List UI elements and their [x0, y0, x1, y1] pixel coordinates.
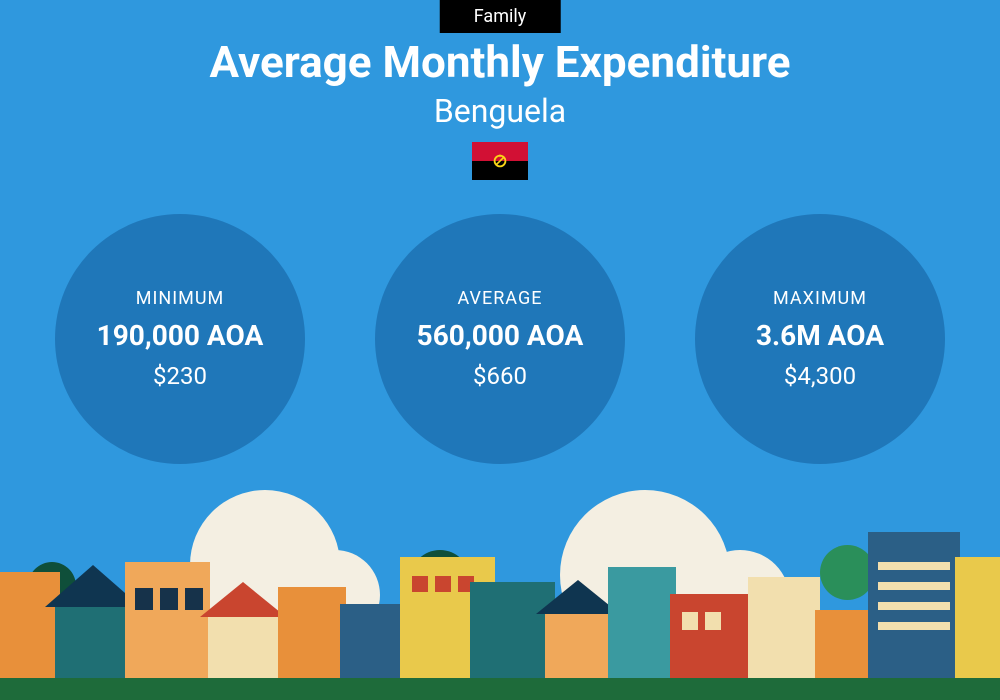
stat-primary: 3.6M AOA	[756, 319, 884, 352]
stat-circle-average: AVERAGE 560,000 AOA $660	[375, 214, 625, 464]
country-flag-angola	[472, 142, 528, 180]
building-icon	[55, 607, 130, 682]
ground	[0, 678, 1000, 700]
building-icon	[955, 557, 1000, 682]
tree-icon	[820, 545, 875, 600]
window-icon	[412, 576, 428, 592]
building-icon	[748, 577, 820, 682]
page-subtitle: Benguela	[0, 92, 1000, 130]
window-icon	[435, 576, 451, 592]
building-icon	[545, 614, 610, 682]
building-icon	[815, 610, 873, 682]
window-icon	[705, 612, 721, 630]
window-icon	[878, 622, 950, 630]
stat-secondary: $4,300	[784, 362, 856, 390]
category-badge: Family	[440, 0, 561, 33]
stat-secondary: $660	[473, 362, 527, 390]
stat-circle-maximum: MAXIMUM 3.6M AOA $4,300	[695, 214, 945, 464]
stat-circle-minimum: MINIMUM 190,000 AOA $230	[55, 214, 305, 464]
page-title: Average Monthly Expenditure	[0, 36, 1000, 88]
window-icon	[878, 562, 950, 570]
window-icon	[682, 612, 698, 630]
building-icon	[278, 587, 346, 682]
stat-circles-row: MINIMUM 190,000 AOA $230 AVERAGE 560,000…	[0, 214, 1000, 464]
roof-icon	[200, 582, 286, 617]
stat-label: MAXIMUM	[773, 288, 867, 309]
window-icon	[135, 588, 153, 610]
stat-secondary: $230	[153, 362, 207, 390]
building-icon	[208, 617, 278, 682]
stat-label: MINIMUM	[136, 288, 224, 309]
building-icon	[608, 567, 676, 682]
cityscape-illustration	[0, 490, 1000, 700]
window-icon	[160, 588, 178, 610]
infographic-page: Family Average Monthly Expenditure Bengu…	[0, 0, 1000, 700]
stat-primary: 190,000 AOA	[97, 319, 264, 352]
stat-label: AVERAGE	[458, 288, 543, 309]
stat-primary: 560,000 AOA	[417, 319, 584, 352]
flag-emblem-icon	[491, 152, 509, 170]
window-icon	[878, 582, 950, 590]
building-icon	[125, 562, 210, 682]
building-icon	[670, 594, 750, 682]
window-icon	[878, 602, 950, 610]
